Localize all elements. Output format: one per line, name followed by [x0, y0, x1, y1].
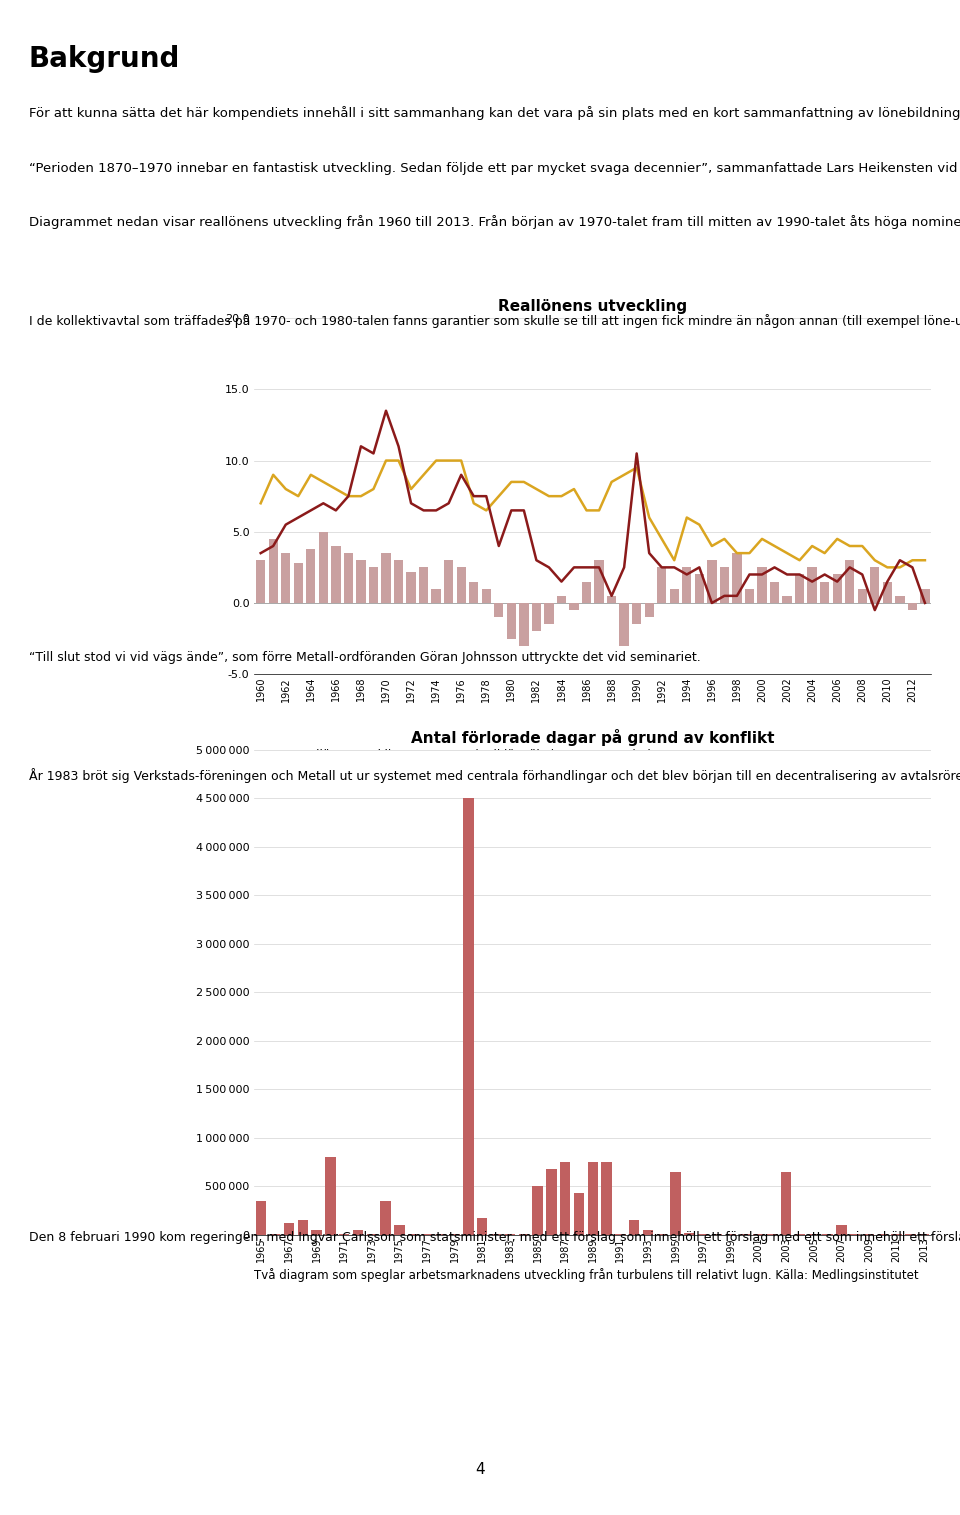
- Bar: [533, 1186, 542, 1235]
- Bar: [311, 1230, 322, 1235]
- Bar: [353, 1230, 363, 1235]
- Text: För att kunna sätta det här kompendiets innehåll i sitt sammanhang kan det vara : För att kunna sätta det här kompendiets …: [29, 106, 960, 120]
- Bar: [732, 553, 742, 603]
- Bar: [921, 589, 929, 603]
- Bar: [298, 1220, 308, 1235]
- Bar: [820, 582, 829, 603]
- Bar: [795, 574, 804, 603]
- Bar: [669, 589, 679, 603]
- Bar: [560, 1162, 570, 1235]
- Bar: [574, 1192, 585, 1235]
- Text: År 1983 bröt sig Verkstads-föreningen och Metall ut ur systemet med centrala för: År 1983 bröt sig Verkstads-föreningen oc…: [29, 768, 960, 783]
- Bar: [546, 1168, 557, 1235]
- Bar: [356, 561, 366, 603]
- Bar: [757, 567, 767, 603]
- Text: Två diagram som speglar arbetsmarknadens utveckling från turbulens till relativt: Två diagram som speglar arbetsmarknadens…: [254, 1268, 919, 1282]
- Bar: [644, 603, 654, 617]
- Bar: [507, 603, 516, 638]
- Text: “Till slut stod vi vid vägs ände”, som förre Metall-ordföranden Göran Johnsson u: “Till slut stod vi vid vägs ände”, som f…: [29, 651, 701, 665]
- Bar: [882, 582, 892, 603]
- Bar: [782, 595, 792, 603]
- Bar: [657, 567, 666, 603]
- Bar: [807, 567, 817, 603]
- Text: “Perioden 1870–1970 innebar en fantastisk utveckling. Sedan följde ett par mycke: “Perioden 1870–1970 innebar en fantastis…: [29, 162, 960, 176]
- Bar: [519, 603, 529, 645]
- Bar: [494, 603, 503, 617]
- Bar: [319, 532, 328, 603]
- Bar: [582, 582, 591, 603]
- Bar: [695, 574, 704, 603]
- Bar: [306, 548, 316, 603]
- Bar: [394, 561, 403, 603]
- Bar: [380, 1201, 391, 1235]
- Text: Bakgrund: Bakgrund: [29, 45, 180, 73]
- Bar: [870, 567, 879, 603]
- Bar: [457, 567, 466, 603]
- Text: Den 8 februari 1990 kom regeringen, med Ingvar Carlsson som statsminister, med e: Den 8 februari 1990 kom regeringen, med …: [29, 1230, 960, 1244]
- Bar: [832, 574, 842, 603]
- Bar: [395, 1226, 404, 1235]
- Bar: [331, 545, 341, 603]
- Bar: [325, 1157, 336, 1235]
- Bar: [469, 582, 478, 603]
- Bar: [557, 595, 566, 603]
- Text: 4: 4: [475, 1462, 485, 1477]
- Bar: [683, 567, 691, 603]
- Bar: [781, 1171, 791, 1235]
- Bar: [419, 567, 428, 603]
- Bar: [369, 567, 378, 603]
- Bar: [431, 589, 441, 603]
- Bar: [684, 1233, 695, 1235]
- Bar: [281, 553, 291, 603]
- Title: Reallönens utveckling: Reallönens utveckling: [498, 298, 687, 314]
- Bar: [708, 561, 716, 603]
- Bar: [294, 564, 303, 603]
- Bar: [845, 561, 854, 603]
- Bar: [632, 603, 641, 624]
- Bar: [643, 1230, 653, 1235]
- Bar: [344, 553, 353, 603]
- Bar: [619, 603, 629, 645]
- Bar: [594, 561, 604, 603]
- Bar: [857, 589, 867, 603]
- Bar: [284, 1223, 294, 1235]
- Bar: [836, 1226, 847, 1235]
- Bar: [256, 1201, 267, 1235]
- Title: Antal förlorade dagar på grund av konflikt: Antal förlorade dagar på grund av konfli…: [411, 729, 775, 745]
- Bar: [532, 603, 541, 632]
- Bar: [670, 1171, 681, 1235]
- Bar: [607, 595, 616, 603]
- Bar: [464, 798, 473, 1235]
- Bar: [444, 561, 453, 603]
- Bar: [720, 567, 729, 603]
- Bar: [544, 603, 554, 624]
- Bar: [895, 595, 904, 603]
- Bar: [256, 561, 265, 603]
- Bar: [601, 1162, 612, 1235]
- Bar: [629, 1220, 639, 1235]
- Bar: [381, 553, 391, 603]
- Legend: Reallöneutveckling, Nominell löneökning, KPI-index: Reallöneutveckling, Nominell löneökning,…: [260, 744, 670, 767]
- Text: I de kollektivavtal som träffades på 1970- och 1980-talen fanns garantier som sk: I de kollektivavtal som träffades på 197…: [29, 314, 960, 327]
- Bar: [770, 582, 780, 603]
- Bar: [406, 571, 416, 603]
- Bar: [569, 603, 579, 611]
- Bar: [588, 1162, 598, 1235]
- Bar: [745, 589, 755, 603]
- Bar: [477, 1218, 488, 1235]
- Bar: [482, 589, 491, 603]
- Text: Diagrammet nedan visar reallönens utveckling från 1960 till 2013. Från början av: Diagrammet nedan visar reallönens utveck…: [29, 215, 960, 229]
- Bar: [269, 539, 277, 603]
- Bar: [908, 603, 917, 611]
